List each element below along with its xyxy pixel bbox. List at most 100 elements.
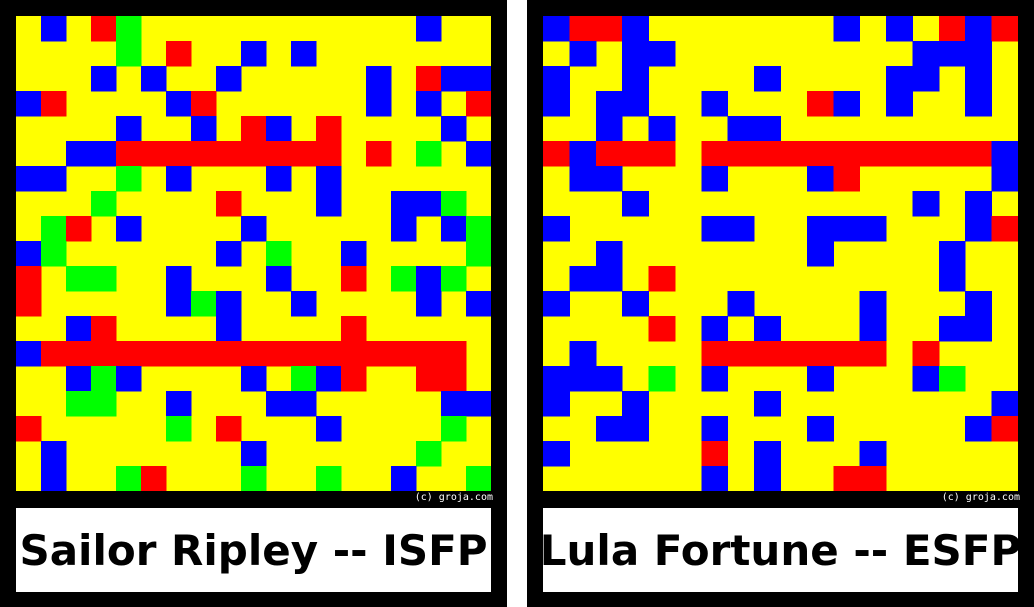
caption-text: Sailor Ripley -- ISFP [19, 525, 488, 575]
mosaic-cell [701, 91, 729, 117]
mosaic-cell [543, 291, 570, 317]
mosaic-cell [441, 366, 467, 392]
mosaic-cell [291, 366, 317, 392]
mosaic-cell [543, 441, 570, 467]
mosaic-cell [466, 141, 491, 167]
mosaic-cell [806, 91, 834, 117]
mosaic-cell [166, 266, 192, 292]
mosaic-cell [116, 216, 142, 242]
mosaic-cell [266, 266, 292, 292]
mosaic-cell [543, 141, 570, 167]
mosaic-cell [66, 366, 92, 392]
mosaic-cell [241, 116, 267, 142]
mosaic-cell [241, 41, 267, 67]
mosaic-cell [291, 141, 317, 167]
mosaic-cell [859, 466, 887, 491]
mosaic-cell [416, 16, 442, 42]
mosaic-cell [66, 391, 92, 417]
mosaic-cell [191, 116, 217, 142]
mosaic-cell [166, 91, 192, 117]
mosaic-cell [569, 341, 597, 367]
mosaic-cell [91, 266, 117, 292]
mosaic-cell [543, 391, 570, 417]
mosaic-cell [91, 366, 117, 392]
mosaic-cell [416, 191, 442, 217]
mosaic-cell [543, 16, 570, 42]
mosaic-cell [965, 316, 993, 342]
mosaic-cell [366, 141, 392, 167]
mosaic-cell [291, 41, 317, 67]
mosaic-cell [266, 116, 292, 142]
mosaic-cell [938, 16, 966, 42]
mosaic-cell [859, 141, 887, 167]
mosaic-cell [622, 391, 650, 417]
mosaic-cell [141, 466, 167, 491]
mosaic-cell [466, 391, 491, 417]
mosaic-cell [912, 191, 940, 217]
mosaic-cell [727, 141, 755, 167]
mosaic-cell [569, 16, 597, 42]
mosaic-cell [991, 391, 1018, 417]
mosaic-cell [965, 141, 993, 167]
mosaic-cell [191, 341, 217, 367]
mosaic-cell [806, 241, 834, 267]
mosaic-cell [991, 141, 1018, 167]
mosaic-cell [648, 41, 676, 67]
mosaic-panel-left: (c) groja.com Sailor Ripley -- ISFP [0, 0, 507, 607]
mosaic-cell [595, 116, 623, 142]
mosaic-cell [991, 416, 1018, 442]
mosaic-cell [622, 91, 650, 117]
mosaic-cell [216, 141, 242, 167]
mosaic-cell [622, 41, 650, 67]
mosaic-cell [806, 366, 834, 392]
mosaic-cell [391, 266, 417, 292]
mosaic-cell [441, 116, 467, 142]
mosaic-cell [316, 466, 342, 491]
mosaic-cell [595, 366, 623, 392]
mosaic-cell [141, 141, 167, 167]
mosaic-cell [701, 141, 729, 167]
mosaic-cell [965, 16, 993, 42]
mosaic-cell [41, 441, 67, 467]
mosaic-cell [341, 366, 367, 392]
mosaic-cell [366, 91, 392, 117]
mosaic-cell [727, 341, 755, 367]
mosaic-cell [965, 291, 993, 317]
mosaic-cell [41, 91, 67, 117]
copyright-label: (c) groja.com [941, 492, 1020, 503]
color-mosaic-right [543, 16, 1018, 491]
mosaic-cell [16, 91, 42, 117]
mosaic-cell [216, 291, 242, 317]
mosaic-cell [569, 366, 597, 392]
mosaic-cell [291, 391, 317, 417]
mosaic-cell [191, 291, 217, 317]
mosaic-cell [466, 66, 491, 92]
mosaic-cell [648, 141, 676, 167]
mosaic-cell [701, 416, 729, 442]
mosaic-cell [366, 66, 392, 92]
mosaic-cell [912, 141, 940, 167]
mosaic-cell [441, 216, 467, 242]
mosaic-cell [886, 16, 913, 42]
mosaic-cell [701, 341, 729, 367]
mosaic-cell [859, 316, 887, 342]
mosaic-cell [41, 16, 67, 42]
mosaic-cell [416, 291, 442, 317]
mosaic-cell [622, 291, 650, 317]
mosaic-cell [216, 416, 242, 442]
mosaic-cell [595, 141, 623, 167]
mosaic-cell [316, 191, 342, 217]
mosaic-cell [41, 241, 67, 267]
mosaic-cell [833, 91, 861, 117]
mosaic-cell [833, 466, 861, 491]
mosaic-cell [466, 466, 491, 491]
mosaic-cell [241, 216, 267, 242]
mosaic-cell [754, 316, 781, 342]
mosaic-cell [316, 116, 342, 142]
mosaic-cell [595, 241, 623, 267]
mosaic-cell [441, 66, 467, 92]
mosaic-cell [91, 66, 117, 92]
mosaic-cell [16, 341, 42, 367]
mosaic-cell [341, 316, 367, 342]
mosaic-cell [91, 341, 117, 367]
